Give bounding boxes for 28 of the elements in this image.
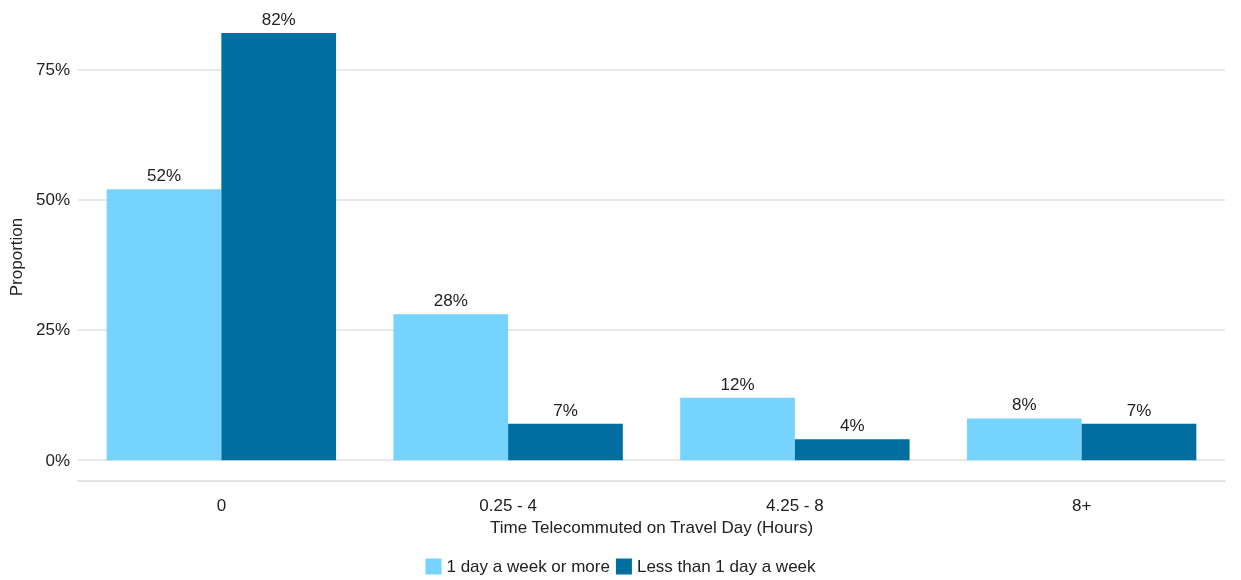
data-label: 28% bbox=[433, 291, 468, 311]
x-axis-title: Time Telecommuted on Travel Day (Hours) bbox=[489, 518, 814, 537]
x-tick-label: 0 bbox=[216, 496, 227, 515]
x-tick-label: 4.25 - 8 bbox=[766, 496, 824, 515]
legend-label: Less than 1 day a week bbox=[636, 557, 817, 576]
bar bbox=[221, 33, 337, 461]
bar bbox=[106, 189, 222, 461]
bar bbox=[1081, 423, 1197, 461]
x-tick-label: 0.25 - 4 bbox=[479, 496, 537, 515]
data-label: 4% bbox=[839, 416, 865, 436]
y-tick-label: 25% bbox=[35, 320, 70, 340]
data-label: 7% bbox=[553, 400, 578, 420]
data-label: 82% bbox=[261, 10, 296, 29]
data-label: 8% bbox=[1011, 395, 1037, 415]
x-tick-label: 8+ bbox=[1071, 496, 1092, 515]
legend-label: 1 day a week or more bbox=[446, 557, 610, 576]
bar bbox=[680, 397, 795, 461]
data-label: 12% bbox=[720, 374, 755, 394]
y-tick-label: 50% bbox=[35, 190, 70, 210]
bar bbox=[966, 418, 1082, 461]
y-tick-label: 75% bbox=[35, 59, 70, 79]
bar bbox=[794, 439, 910, 461]
data-label: 7% bbox=[1126, 400, 1152, 420]
data-label: 52% bbox=[147, 166, 182, 186]
bar bbox=[393, 314, 509, 461]
y-axis-title: Proportion bbox=[7, 217, 27, 297]
bar bbox=[508, 423, 623, 461]
y-tick-label: 0% bbox=[45, 450, 70, 470]
